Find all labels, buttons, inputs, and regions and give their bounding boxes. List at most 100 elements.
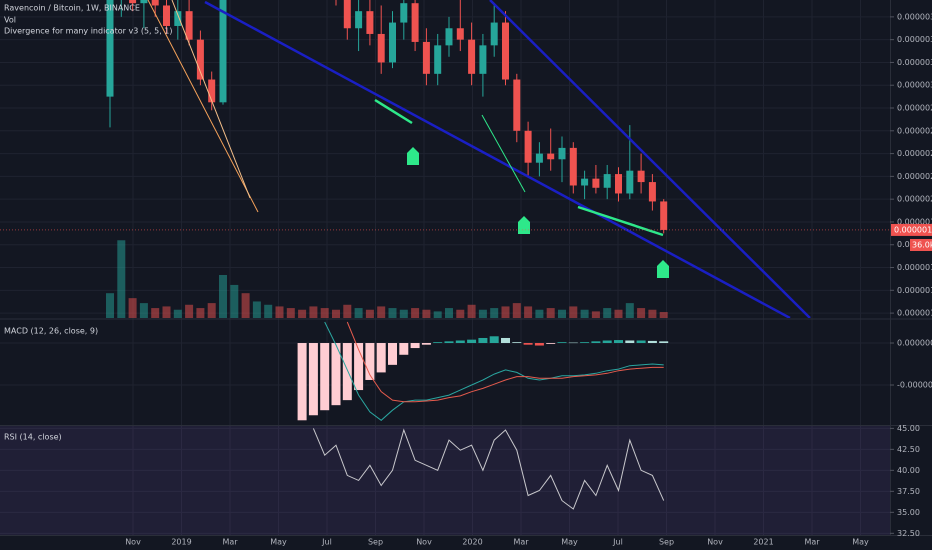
y-tick-label: 0.00000200 <box>897 195 932 204</box>
volume-bar <box>659 312 668 318</box>
x-tick-label: Nov <box>125 538 141 547</box>
volume-bar <box>128 298 137 318</box>
x-tick-label: Nov <box>416 538 432 547</box>
volume-bar <box>264 304 273 318</box>
candle-body <box>456 28 464 40</box>
histogram-bar <box>489 336 499 344</box>
volume-bar <box>591 311 600 318</box>
volume-bar <box>252 301 261 318</box>
macd-pane <box>297 321 669 421</box>
histogram-bar <box>388 343 397 365</box>
volume-bar <box>365 309 374 318</box>
macd-title: MACD (12, 26, close, 9) <box>4 327 98 336</box>
volume-badge <box>910 239 932 251</box>
rsi-pane <box>312 428 665 510</box>
y-tick-label: 0.00000340 <box>897 35 932 44</box>
histogram-bar <box>501 337 510 344</box>
candle-body <box>434 45 442 74</box>
volume-bar <box>422 309 431 318</box>
candle-body <box>140 0 148 4</box>
x-tick-label: 2021 <box>753 538 773 547</box>
signal-line <box>346 321 664 403</box>
volume-bar <box>207 303 216 318</box>
histogram-bar <box>297 343 307 421</box>
histogram-bar <box>354 343 364 391</box>
candle-body <box>603 174 611 188</box>
chart-title: Ravencoin / Bitcoin, 1W, BINANCE <box>4 4 140 13</box>
y-tick-label: 0.00000100 <box>897 309 932 318</box>
candle-body <box>219 0 227 103</box>
histogram-bar <box>421 343 431 345</box>
rsi-title: RSI (14, close) <box>4 433 62 442</box>
volume-bar <box>490 308 499 318</box>
trend-line <box>204 0 791 318</box>
volume-bar <box>185 304 194 318</box>
x-tick-label: Sep <box>659 538 674 547</box>
y-tick-label: 0.00000140 <box>897 263 932 272</box>
volume-bar <box>354 308 363 318</box>
candle-body <box>637 170 645 183</box>
x-tick-label: Mar <box>222 538 238 547</box>
volume-bar <box>433 311 442 318</box>
candle-body <box>208 79 216 103</box>
candle-body <box>547 153 555 160</box>
candle-body <box>129 0 137 4</box>
volume-bar <box>512 303 521 318</box>
volume-bar <box>139 303 148 318</box>
volume-bar <box>648 309 657 318</box>
histogram-bar <box>591 341 601 344</box>
y-tick-label: 0.00000220 <box>897 172 932 181</box>
macd-line <box>324 321 664 421</box>
histogram-bar <box>399 343 409 355</box>
histogram-bar <box>365 343 375 380</box>
x-tick-label: Nov <box>707 538 723 547</box>
candle-body <box>581 178 589 186</box>
histogram-bar <box>410 343 420 349</box>
signal-arrow <box>657 260 669 278</box>
y-tick-label: 0.00000240 <box>897 149 932 158</box>
candle-body <box>377 33 385 63</box>
histogram-bar <box>308 343 318 416</box>
histogram-bar <box>636 340 646 344</box>
volume-bar <box>196 308 205 318</box>
histogram-bar <box>455 340 465 344</box>
volume-bar <box>309 306 318 318</box>
histogram-bar <box>478 337 488 344</box>
divergence-line <box>374 98 413 125</box>
volume-bar <box>614 309 623 318</box>
x-tick-label: May <box>270 538 287 547</box>
volume-bar <box>343 304 352 318</box>
candle-body <box>151 0 159 6</box>
rsi-line <box>312 428 665 510</box>
volume-bar <box>625 303 634 318</box>
labels: Nov 2019 Mar May Jul Sep Nov 2020 Mar May Jul Sep No… <box>0 12 932 547</box>
candle-body <box>355 11 363 29</box>
indicator-title: Divergence for many indicator v3 (5, 5, … <box>4 27 173 36</box>
volume-bar <box>603 308 612 318</box>
candle-body <box>490 22 498 46</box>
candle-body <box>502 22 509 80</box>
candle-body <box>615 174 622 194</box>
x-tick-label: Sep <box>368 538 383 547</box>
y-tick-label: 0.00000180 <box>897 217 932 226</box>
candle-body <box>445 28 453 46</box>
y-tick-label: 32.50 <box>897 529 920 538</box>
candle-body <box>163 5 170 26</box>
trend-line <box>171 0 251 199</box>
histogram-bar <box>557 342 567 344</box>
histogram-bar <box>534 343 544 346</box>
candle-body <box>524 130 532 163</box>
volume-bar <box>399 309 408 318</box>
candles <box>106 0 668 234</box>
volume-bar <box>286 308 295 318</box>
last-price-label: 0.00000173 <box>894 225 932 234</box>
y-tick-label: 0.00000320 <box>897 58 932 67</box>
volume-bar <box>456 309 465 318</box>
x-tick-label: Jul <box>612 538 623 547</box>
signal-arrow <box>407 147 419 165</box>
histogram-bar <box>376 343 386 373</box>
volume-bar <box>298 309 307 318</box>
candle-body <box>185 11 193 40</box>
volume-bar <box>241 293 250 318</box>
